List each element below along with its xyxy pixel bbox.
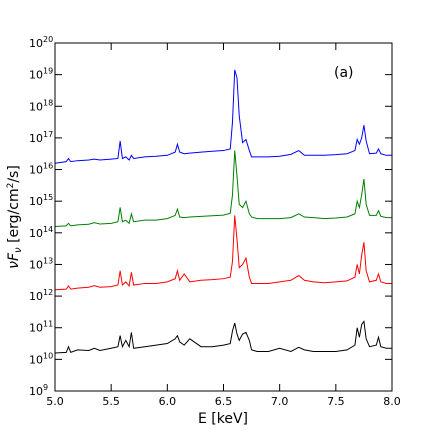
series-line-0 [54, 69, 392, 164]
y-tick-label: 1014 [29, 225, 53, 240]
y-axis-label-unit-start: [erg/cm [6, 188, 22, 247]
series-line-3 [54, 320, 392, 354]
x-tick-label: 6.5 [215, 395, 233, 408]
x-tick-labels: 5.0 5.5 6.0 6.5 7.0 7.5 8.0 [46, 395, 401, 408]
y-tick-label: 1012 [29, 288, 53, 303]
panel-label: (a) [334, 65, 354, 81]
y-axis-label-unit-end: /s] [6, 165, 22, 182]
series-group [54, 69, 392, 354]
x-tick-label: 8.0 [383, 395, 401, 408]
x-axis-label: E [keV] [198, 411, 248, 427]
plot-frame [54, 42, 393, 392]
x-tick-label: 7.0 [271, 395, 289, 408]
x-tick-label: 5.5 [102, 395, 120, 408]
y-tick-label: 1011 [29, 320, 53, 335]
y-axis-label-unit-sup: 2 [6, 183, 16, 189]
y-tick-label: 109 [29, 383, 48, 398]
y-tick-label: 1016 [29, 162, 53, 177]
y-tick-label: 1019 [29, 67, 53, 82]
y-tick-label: 1020 [29, 35, 53, 50]
y-tick-label: 1015 [29, 193, 53, 208]
x-tick-label: 5.0 [46, 395, 64, 408]
x-tick-label: 6.0 [159, 395, 177, 408]
y-axis-label: νFν [erg/cm2/s] [6, 165, 24, 269]
series-line-1 [54, 150, 392, 227]
y-tick-label: 1010 [29, 351, 53, 366]
y-tick-label: 1017 [29, 130, 53, 145]
y-tick-label: 1013 [29, 256, 53, 271]
series-line-2 [54, 215, 392, 291]
y-tick-labels: 109 1010 1011 1012 1013 1014 1015 1016 1017 1018 1… [29, 35, 53, 398]
y-tick-label: 1018 [29, 98, 53, 113]
x-tick-label: 7.5 [327, 395, 345, 408]
y-axis-label-sub: ν [13, 247, 24, 253]
y-axis-label-base: νF [6, 252, 22, 269]
